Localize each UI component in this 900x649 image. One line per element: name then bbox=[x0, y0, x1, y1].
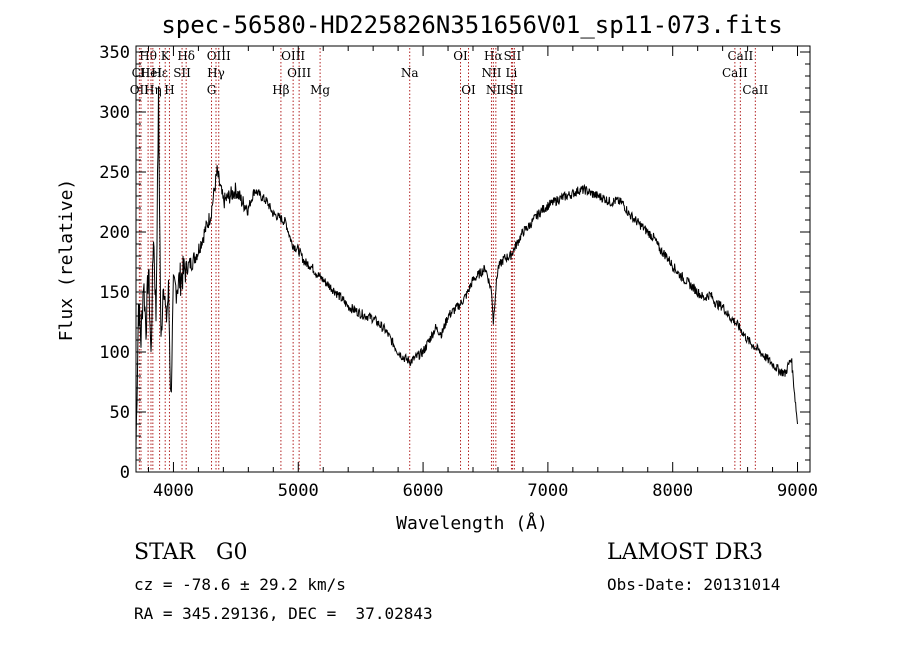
line-marker-label: NII bbox=[486, 83, 506, 97]
line-marker-label: Hα bbox=[484, 49, 503, 63]
line-marker-label: H bbox=[164, 83, 174, 97]
x-tick-label: 9000 bbox=[777, 481, 818, 501]
y-tick-label: 200 bbox=[99, 223, 130, 243]
y-tick-label: 150 bbox=[99, 283, 130, 303]
line-marker-label: Li bbox=[506, 66, 518, 80]
line-marker-label: OIII bbox=[281, 49, 305, 63]
x-axis: 4000 5000 6000 7000 8000 9000 bbox=[147, 46, 818, 501]
line-marker-label: HeI bbox=[140, 66, 163, 80]
line-marker-label: OIII bbox=[287, 66, 311, 80]
object-class: STAR G0 bbox=[134, 540, 248, 565]
line-marker-label: Hδ bbox=[177, 49, 195, 63]
y-tick-label: 250 bbox=[99, 163, 130, 183]
x-tick-label: 7000 bbox=[527, 481, 568, 501]
line-marker-label: CaII bbox=[722, 66, 748, 80]
y-tick-label: 350 bbox=[99, 43, 130, 63]
line-marker-label: Hε bbox=[151, 66, 168, 80]
y-axis: 0 50 100 150 200 250 300 350 bbox=[99, 43, 810, 483]
y-tick-label: 100 bbox=[99, 343, 130, 363]
line-marker-label: OI bbox=[453, 49, 468, 63]
line-marker-label: CaII bbox=[727, 49, 753, 63]
line-marker-label: K bbox=[161, 49, 171, 63]
line-marker-label: OIII bbox=[207, 49, 231, 63]
y-tick-label: 0 bbox=[120, 463, 130, 483]
line-marker-label: OI bbox=[461, 83, 476, 97]
line-marker-label: SII bbox=[504, 49, 522, 63]
chart-title: spec-56580-HD225826N351656V01_sp11-073.f… bbox=[161, 11, 782, 39]
line-marker-label: SII bbox=[173, 66, 191, 80]
spectrum-series bbox=[135, 86, 798, 449]
coordinates: RA = 345.29136, DEC = 37.02843 bbox=[134, 604, 433, 623]
survey-name: LAMOST DR3 bbox=[607, 540, 763, 565]
y-tick-label: 50 bbox=[110, 403, 130, 423]
observation-date: Obs-Date: 20131014 bbox=[607, 575, 781, 594]
y-axis-label: Flux (relative) bbox=[56, 179, 77, 342]
x-axis-label: Wavelength (Å) bbox=[396, 512, 548, 534]
line-marker-label: Mg bbox=[310, 83, 330, 97]
line-marker-label: Hη bbox=[144, 83, 162, 97]
x-tick-label: 8000 bbox=[652, 481, 693, 501]
line-marker-label: G bbox=[207, 83, 217, 97]
plot-frame bbox=[135, 45, 811, 473]
line-marker-label: Na bbox=[401, 66, 419, 80]
y-tick-label: 300 bbox=[99, 103, 130, 123]
line-marker-label: CaII bbox=[742, 83, 768, 97]
x-tick-label: 6000 bbox=[403, 481, 444, 501]
line-marker-label: SII bbox=[505, 83, 523, 97]
line-marker-label: Hγ bbox=[207, 66, 225, 80]
line-marker-label: Hθ bbox=[139, 49, 157, 63]
line-marker-label: NII bbox=[481, 66, 501, 80]
line-marker-label: OII bbox=[130, 83, 150, 97]
x-tick-label: 5000 bbox=[278, 481, 319, 501]
spectrum-line bbox=[135, 86, 798, 449]
x-tick-label: 4000 bbox=[153, 481, 194, 501]
line-marker-label: Hβ bbox=[272, 83, 289, 97]
redshift-info: cz = -78.6 ± 29.2 km/s bbox=[134, 575, 346, 594]
